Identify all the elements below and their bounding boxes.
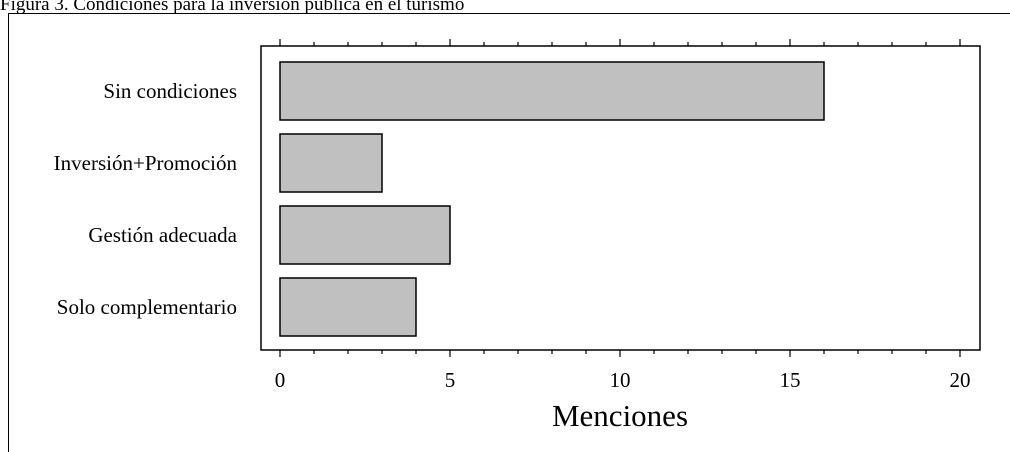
category-label: Solo complementario (57, 295, 237, 319)
bar (279, 205, 451, 265)
category-label: Gestión adecuada (88, 223, 237, 247)
bar (279, 61, 825, 121)
x-tick-label: 15 (780, 368, 801, 392)
figure-frame (8, 13, 1010, 452)
category-label: Sin condiciones (103, 79, 237, 103)
figure-caption: Figura 3. Condiciones para la inversión … (0, 0, 465, 15)
x-tick-label: 20 (950, 368, 971, 392)
x-axis-label: Menciones (552, 398, 688, 433)
bar (279, 133, 383, 193)
x-tick-label: 0 (275, 368, 286, 392)
x-tick-label: 5 (445, 368, 456, 392)
category-label: Inversión+Promoción (54, 151, 238, 175)
bar (279, 277, 417, 337)
x-tick-label: 10 (610, 368, 631, 392)
